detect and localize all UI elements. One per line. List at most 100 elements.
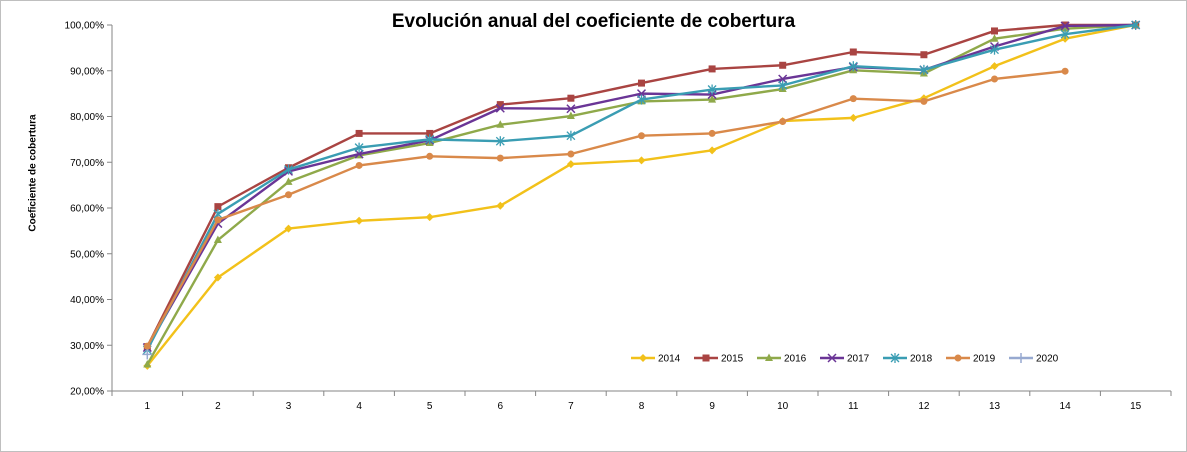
legend-marker <box>890 353 900 363</box>
legend-marker <box>639 354 647 362</box>
data-point-2015 <box>849 48 857 56</box>
data-point-2019 <box>849 95 857 103</box>
data-point-2019 <box>567 150 575 158</box>
data-point-2016 <box>990 34 999 42</box>
legend: 2014 2015 2016 2017 2018 2019 2020 <box>631 353 1059 365</box>
x-tick-label: 9 <box>709 401 715 412</box>
data-point-2018 <box>1131 20 1141 30</box>
data-point-2018 <box>848 61 858 72</box>
x-tick-label: 11 <box>848 401 859 412</box>
y-tick-label: 70,00% <box>70 158 104 169</box>
data-point-2019 <box>143 342 151 350</box>
data-point-2018 <box>990 44 999 55</box>
x-tick-label: 1 <box>145 401 151 412</box>
x-tick-label: 2 <box>215 401 221 412</box>
data-point-2019 <box>991 75 998 83</box>
data-point-2016 <box>566 111 575 120</box>
data-point-2014 <box>284 224 293 233</box>
data-point-2019 <box>426 152 434 160</box>
y-axis-title: Coeficiente de cobertura <box>27 114 39 232</box>
data-point-2018 <box>1060 29 1070 40</box>
legend-item-2017: 2017 <box>820 353 870 365</box>
data-point-2016 <box>284 177 293 185</box>
x-tick-label: 15 <box>1130 401 1142 412</box>
legend-item-2015: 2015 <box>694 354 744 365</box>
data-point-2015 <box>567 94 575 102</box>
legend-label: 2015 <box>721 354 744 365</box>
series-2020 <box>142 349 153 360</box>
series-line-2014 <box>146 23 1136 367</box>
legend-item-2014: 2014 <box>631 354 681 365</box>
legend-label: 2017 <box>847 354 870 365</box>
data-point-2019 <box>214 216 222 224</box>
x-tick-label: 7 <box>568 401 574 412</box>
x-tick-label: 12 <box>918 401 930 412</box>
series-2017 <box>142 20 1141 353</box>
legend-marker <box>765 353 773 361</box>
x-tick-label: 14 <box>1060 401 1072 412</box>
legend-label: 2020 <box>1036 354 1059 365</box>
data-point-2015 <box>991 27 998 35</box>
series-line-2015 <box>146 23 1136 348</box>
data-point-2018 <box>425 134 435 145</box>
series-2014 <box>143 21 1140 370</box>
data-point-2015 <box>638 79 645 87</box>
data-point-2014 <box>566 160 575 169</box>
data-point-2014 <box>355 216 364 225</box>
legend-label: 2019 <box>973 354 996 365</box>
data-point-2017 <box>778 74 788 84</box>
series-line-2018 <box>146 23 1136 351</box>
data-point-2019 <box>779 118 787 126</box>
data-point-2019 <box>708 129 716 137</box>
data-point-2015 <box>920 51 928 59</box>
legend-item-2018: 2018 <box>883 353 933 365</box>
data-point-2014 <box>849 113 858 122</box>
series-2015 <box>143 21 1140 351</box>
data-point-2019 <box>638 132 645 140</box>
legend-label: 2014 <box>658 354 681 365</box>
data-point-2014 <box>213 273 222 282</box>
data-point-2019 <box>920 97 928 105</box>
data-point-2019 <box>496 154 504 162</box>
data-point-2018 <box>707 84 717 95</box>
data-point-2016 <box>1061 24 1070 32</box>
data-point-2017 <box>495 103 505 113</box>
legend-label: 2018 <box>910 354 933 365</box>
data-point-2016 <box>213 235 222 244</box>
data-point-2019 <box>1061 67 1069 75</box>
x-tick-label: 4 <box>356 401 362 412</box>
chart-title: Evolución anual del coeficiente de cober… <box>391 11 796 32</box>
x-tick-label: 5 <box>427 401 433 412</box>
data-point-2019 <box>285 191 292 199</box>
data-point-2015 <box>496 101 504 109</box>
data-point-2018 <box>495 136 505 147</box>
legend-marker <box>827 353 837 363</box>
data-point-2018 <box>778 80 788 91</box>
y-tick-label: 60,00% <box>70 204 104 215</box>
data-point-2016 <box>708 95 717 103</box>
series-line-2019 <box>146 70 1066 347</box>
legend-label: 2016 <box>784 354 807 365</box>
y-tick-label: 50,00% <box>70 249 104 260</box>
x-tick-label: 8 <box>639 401 645 412</box>
data-point-2015 <box>426 129 434 137</box>
legend-item-2016: 2016 <box>757 353 807 365</box>
series-line-2016 <box>146 23 1136 366</box>
data-point-2015 <box>355 129 363 137</box>
data-point-2014 <box>496 201 505 210</box>
data-point-2015 <box>708 65 716 73</box>
y-tick-label: 20,00% <box>70 387 104 398</box>
legend-marker <box>1016 353 1026 363</box>
x-tick-label: 10 <box>777 401 789 412</box>
data-point-2019 <box>355 161 363 169</box>
data-point-2018 <box>637 94 646 105</box>
data-point-2017 <box>1060 21 1070 31</box>
y-tick-label: 80,00% <box>70 112 104 123</box>
series-2018 <box>142 20 1141 355</box>
y-tick-label: 30,00% <box>70 341 104 352</box>
legend-marker <box>954 354 962 362</box>
legend-item-2019: 2019 <box>946 354 996 365</box>
legend-marker <box>702 354 710 362</box>
